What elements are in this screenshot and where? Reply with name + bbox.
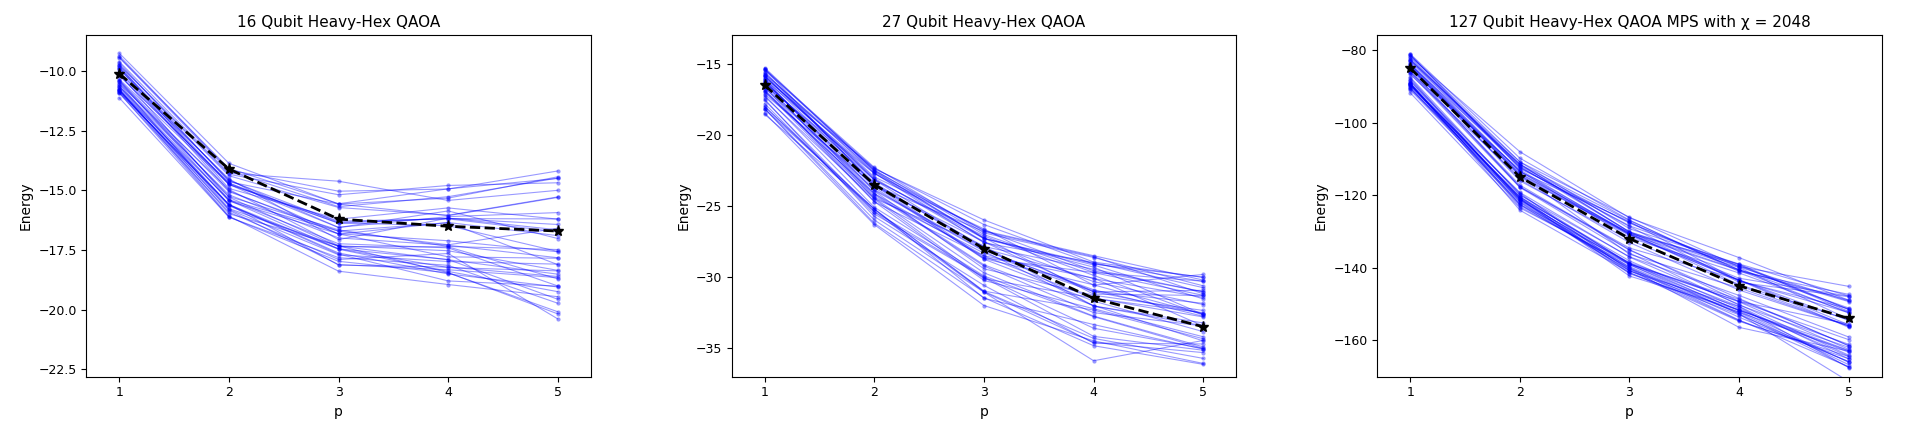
Y-axis label: Energy: Energy (1313, 182, 1327, 230)
Y-axis label: Energy: Energy (676, 182, 689, 230)
Title: 27 Qubit Heavy-Hex QAOA: 27 Qubit Heavy-Hex QAOA (883, 15, 1085, 30)
X-axis label: p: p (979, 405, 989, 419)
Title: 16 Qubit Heavy-Hex QAOA: 16 Qubit Heavy-Hex QAOA (236, 15, 440, 30)
Title: 127 Qubit Heavy-Hex QAOA MPS with χ = 2048: 127 Qubit Heavy-Hex QAOA MPS with χ = 20… (1448, 15, 1811, 30)
X-axis label: p: p (334, 405, 344, 419)
X-axis label: p: p (1624, 405, 1634, 419)
Y-axis label: Energy: Energy (19, 182, 33, 230)
